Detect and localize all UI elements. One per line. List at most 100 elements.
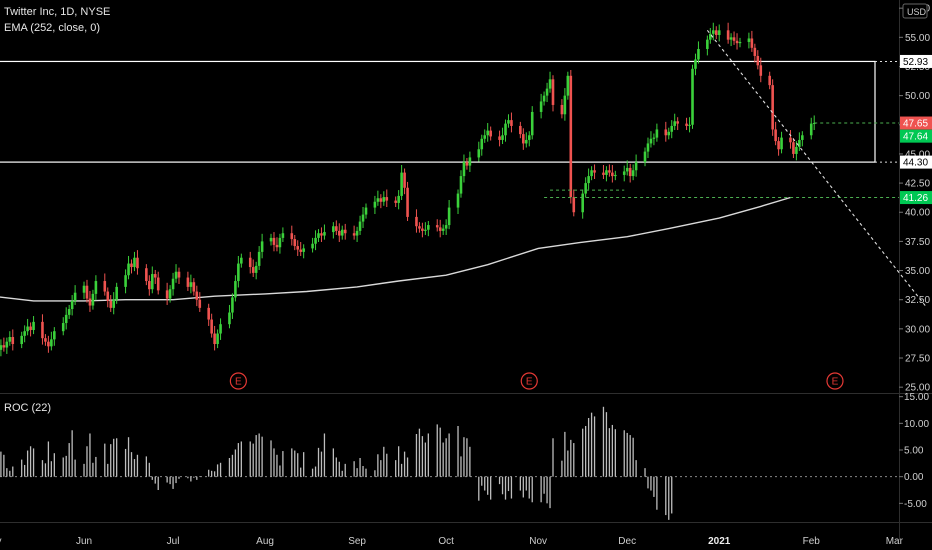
candle-body — [343, 229, 347, 234]
last-price-tag — [900, 116, 932, 130]
candle-body — [634, 162, 638, 171]
candle-body — [438, 227, 442, 231]
candle-body — [82, 285, 86, 293]
candle-body — [548, 79, 552, 89]
candle-body — [73, 292, 77, 301]
candle-body — [572, 197, 576, 213]
time-tick-label: Sep — [348, 536, 366, 547]
candle-body — [50, 339, 53, 347]
time-tick-label: Jun — [76, 536, 92, 547]
candle-body — [774, 129, 777, 142]
candle-body — [20, 335, 23, 345]
candle-body — [358, 221, 362, 231]
candle-body — [444, 225, 448, 229]
candle-body — [462, 162, 466, 177]
candle-body — [237, 263, 240, 282]
candle-body — [91, 293, 95, 306]
candle-body — [480, 138, 484, 150]
candle-body — [753, 47, 757, 56]
candle-body — [706, 39, 709, 49]
box-bottom-tag-label: 44.30 — [903, 158, 928, 169]
candle-body — [709, 33, 712, 40]
ema-price-tag-label: 41.26 — [903, 193, 928, 204]
candle-body — [510, 120, 513, 126]
candle-body — [729, 37, 733, 40]
candle-body — [809, 123, 813, 136]
candle-body — [337, 230, 341, 236]
candle-body — [148, 281, 151, 290]
candle-body — [234, 281, 237, 298]
candle-body — [195, 291, 199, 300]
candle-body — [777, 141, 780, 150]
candle-body — [622, 171, 626, 175]
candle-body — [260, 241, 264, 252]
candle-body — [2, 345, 6, 348]
price-tick-label: 37.50 — [905, 237, 930, 248]
candle-body — [124, 275, 127, 287]
earnings-marker — [229, 372, 247, 390]
candle-body — [29, 326, 32, 331]
candle-body — [435, 225, 439, 228]
candle-body — [130, 263, 133, 268]
candle-body — [88, 298, 92, 306]
candle-body — [332, 226, 335, 233]
candle-body — [216, 333, 219, 345]
candle-body — [231, 297, 234, 313]
time-tick-label: Oct — [438, 536, 454, 547]
candle-body — [103, 281, 107, 292]
candle-body — [560, 104, 564, 115]
candle-body — [614, 174, 617, 177]
candle-body — [198, 299, 202, 308]
candle-body — [673, 121, 676, 126]
candle-body — [340, 229, 344, 236]
candle-body — [406, 187, 409, 217]
candle-body — [714, 30, 718, 35]
candle-body — [789, 137, 792, 143]
candle-body — [551, 79, 555, 105]
candle-body — [569, 75, 573, 198]
candle-body — [109, 300, 113, 308]
candle-body — [611, 172, 614, 177]
candle-body — [85, 285, 89, 299]
currency-badge — [902, 3, 928, 19]
candle-body — [489, 130, 492, 137]
candle-body — [477, 149, 481, 158]
candle-body — [670, 125, 674, 132]
candle-body — [590, 170, 593, 177]
candle-body — [171, 278, 175, 290]
candle-body — [302, 248, 305, 252]
candle-body — [320, 233, 323, 236]
earnings-marker — [826, 372, 844, 390]
candle-body — [459, 176, 463, 194]
price-tick-label: 50.00 — [905, 91, 930, 102]
candle-body — [643, 151, 647, 163]
candle-body — [424, 229, 427, 231]
candle-body — [717, 30, 721, 35]
earnings-marker-label: E — [235, 377, 242, 388]
candle-body — [530, 111, 534, 136]
candle-body — [421, 228, 424, 231]
candle-body — [456, 193, 460, 208]
candle-body — [67, 309, 71, 315]
candle-body — [750, 38, 754, 48]
candle-body — [646, 143, 650, 152]
candle-body — [527, 135, 531, 140]
candle-body — [373, 201, 377, 208]
candle-body — [747, 38, 751, 42]
candle-body — [759, 65, 763, 76]
candle-body — [522, 134, 525, 144]
candle-body — [5, 341, 9, 348]
candle-body — [792, 142, 795, 154]
candle-body — [486, 130, 489, 136]
earnings-marker-label: E — [832, 377, 839, 388]
candle-body — [688, 124, 691, 126]
roc-legend: ROC (22) — [4, 402, 52, 414]
candle-body — [165, 290, 169, 299]
candle-body — [335, 226, 338, 231]
candle-body — [694, 59, 697, 69]
candle-body — [248, 257, 252, 268]
candle-body — [192, 282, 196, 292]
candle-body — [311, 243, 314, 249]
candle-body — [379, 198, 383, 202]
